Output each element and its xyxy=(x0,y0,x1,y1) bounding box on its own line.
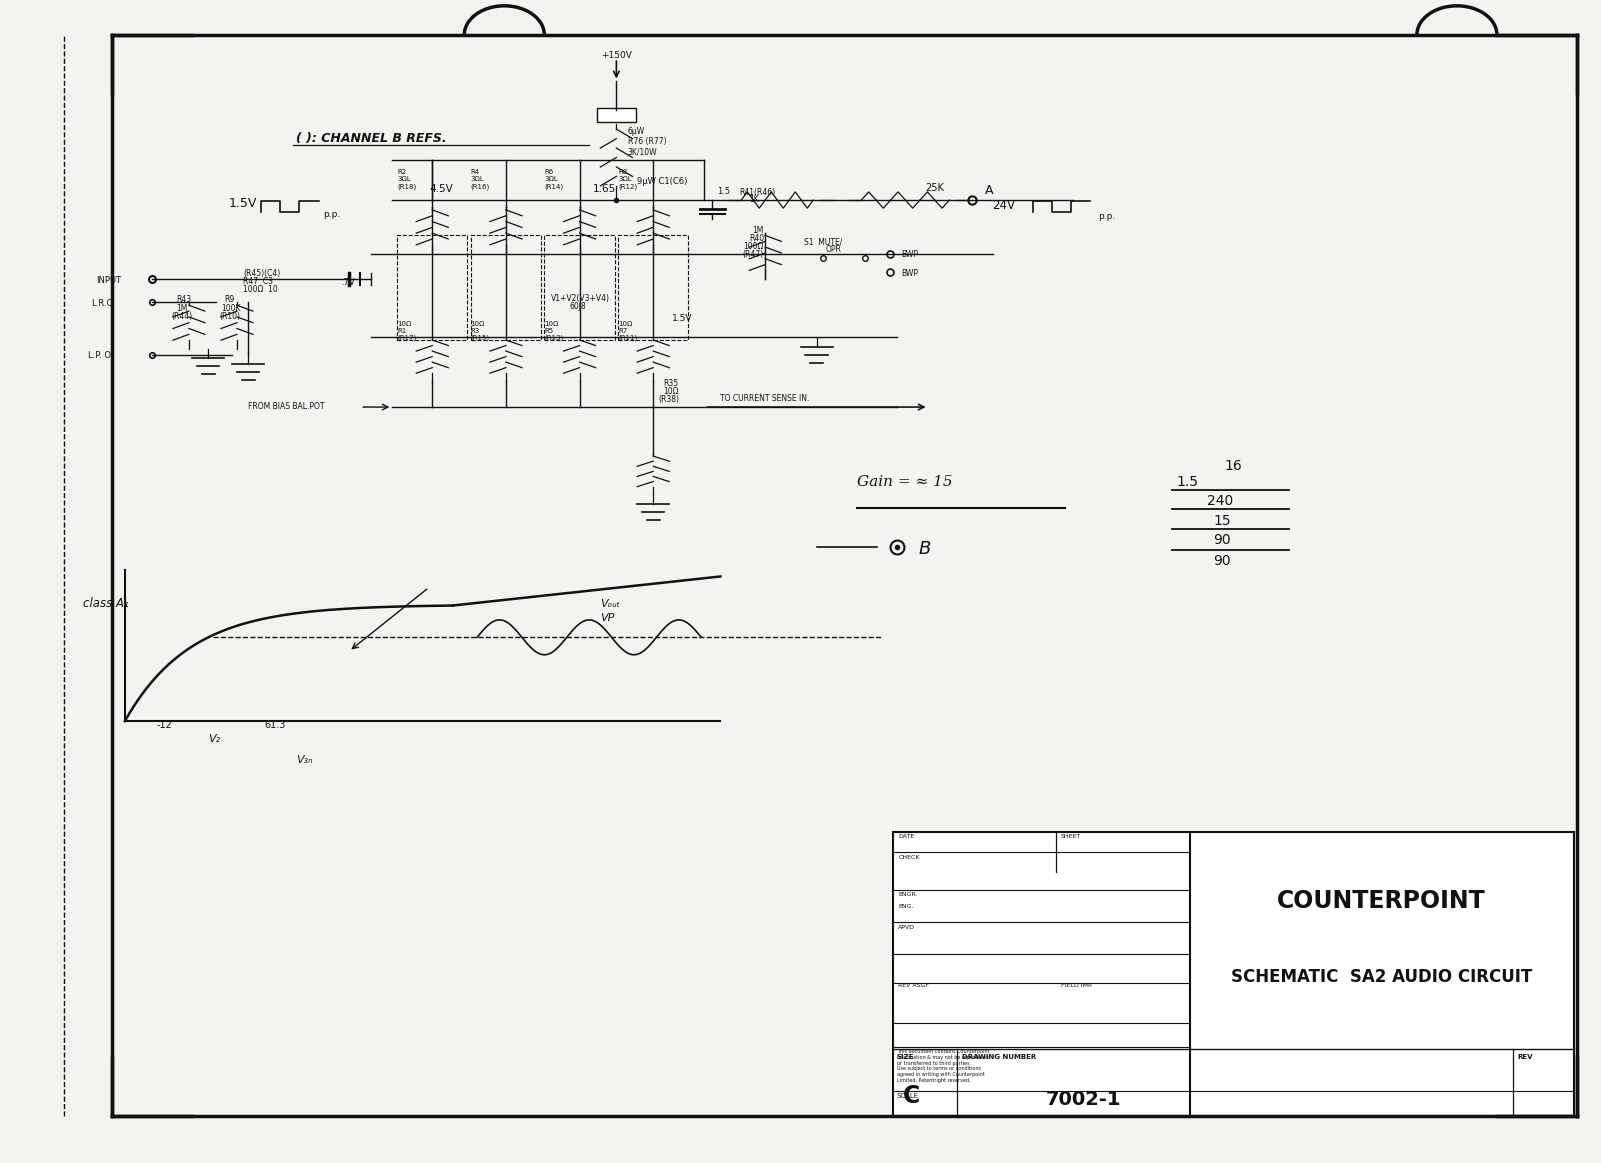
Text: class A₁: class A₁ xyxy=(83,597,130,611)
Text: REV ASGF: REV ASGF xyxy=(898,983,929,987)
Text: ( ): CHANNEL B REFS.: ( ): CHANNEL B REFS. xyxy=(296,131,447,145)
Text: V₂: V₂ xyxy=(208,734,221,744)
Text: 1.65: 1.65 xyxy=(592,184,616,194)
Text: 24V: 24V xyxy=(993,199,1015,213)
Text: A: A xyxy=(985,184,993,198)
Text: 25K: 25K xyxy=(925,183,945,193)
Text: 1K: 1K xyxy=(749,195,759,205)
Text: 10Ω
R3
(R15): 10Ω R3 (R15) xyxy=(471,321,490,341)
Text: R4
3ΩL
(R16): R4 3ΩL (R16) xyxy=(471,170,490,190)
Text: 15: 15 xyxy=(1214,514,1231,528)
Text: SCALE: SCALE xyxy=(897,1093,919,1099)
Text: SHEET: SHEET xyxy=(1061,834,1081,839)
Text: R47  C3: R47 C3 xyxy=(243,277,274,286)
Text: 240: 240 xyxy=(1207,494,1233,508)
Text: -12: -12 xyxy=(157,720,173,730)
Text: R2
3ΩL
(R18): R2 3ΩL (R18) xyxy=(397,170,416,190)
Text: 10Ω
R1
(R17): 10Ω R1 (R17) xyxy=(397,321,416,341)
Text: +150V: +150V xyxy=(600,51,632,60)
Text: (R44): (R44) xyxy=(171,312,192,321)
Text: 16: 16 xyxy=(1225,459,1242,473)
Text: DRAWING NUMBER: DRAWING NUMBER xyxy=(962,1054,1036,1059)
Text: TO CURRENT SENSE IN.: TO CURRENT SENSE IN. xyxy=(720,394,810,404)
Text: 7002-1: 7002-1 xyxy=(1045,1090,1121,1108)
Bar xyxy=(544,235,615,340)
Text: COUNTERPOINT: COUNTERPOINT xyxy=(1278,890,1486,913)
Text: V₃ₙ: V₃ₙ xyxy=(296,755,312,765)
Text: VP: VP xyxy=(600,613,615,623)
Text: 9μW C1(C6): 9μW C1(C6) xyxy=(637,177,687,186)
Text: ENGR.: ENGR. xyxy=(898,892,917,897)
Text: C: C xyxy=(903,1084,921,1108)
Text: ENG.: ENG. xyxy=(898,904,914,908)
Text: 90: 90 xyxy=(1214,555,1231,569)
Bar xyxy=(618,235,688,340)
Text: (R10): (R10) xyxy=(219,312,240,321)
Text: 60J8: 60J8 xyxy=(570,302,586,312)
Text: R40: R40 xyxy=(749,234,764,243)
Text: APVD: APVD xyxy=(898,925,916,929)
Text: p.p.: p.p. xyxy=(323,211,341,220)
Text: 6μW
R76 (R77)
3K/10W: 6μW R76 (R77) 3K/10W xyxy=(628,127,666,157)
Text: R9: R9 xyxy=(224,295,234,305)
Text: Gain = ≈ 15: Gain = ≈ 15 xyxy=(857,476,953,490)
Text: This document contains Counterpoint
information & may not be reproduced
or trans: This document contains Counterpoint info… xyxy=(897,1049,989,1083)
Text: (R47): (R47) xyxy=(743,250,764,259)
Text: L.P. O: L.P. O xyxy=(88,351,110,361)
Text: R8
3ΩL
(R12): R8 3ΩL (R12) xyxy=(618,170,637,190)
Text: 1M: 1M xyxy=(176,304,187,313)
Text: V1+V2(V3+V4): V1+V2(V3+V4) xyxy=(551,294,610,304)
Text: OPR: OPR xyxy=(826,245,842,255)
Text: 1.5: 1.5 xyxy=(1177,476,1199,490)
Text: BWP: BWP xyxy=(901,250,919,259)
Text: 10Ω
R5
(R13): 10Ω R5 (R13) xyxy=(544,321,564,341)
Text: (R38): (R38) xyxy=(658,395,679,405)
Text: 1.5: 1.5 xyxy=(717,187,730,197)
Text: 100Ω: 100Ω xyxy=(743,242,764,251)
Text: DATE: DATE xyxy=(898,834,914,839)
Text: .7V: .7V xyxy=(341,278,355,287)
Text: INPUT: INPUT xyxy=(96,276,122,285)
Text: 1.5V: 1.5V xyxy=(672,314,693,323)
Text: FROM BIAS BAL.POT: FROM BIAS BAL.POT xyxy=(248,402,325,412)
Text: 1M: 1M xyxy=(752,226,764,235)
Bar xyxy=(893,832,1574,1116)
Bar xyxy=(597,108,636,122)
Text: R41(R46): R41(R46) xyxy=(740,188,776,198)
Text: R43: R43 xyxy=(176,295,191,305)
Text: BWP: BWP xyxy=(901,269,919,278)
Text: CHECK: CHECK xyxy=(898,855,919,859)
Text: R35: R35 xyxy=(663,379,677,388)
Text: 10Ω: 10Ω xyxy=(663,387,679,397)
Text: 1.5V: 1.5V xyxy=(229,197,258,211)
Text: REV: REV xyxy=(1518,1054,1534,1059)
Text: SIZE: SIZE xyxy=(897,1054,914,1059)
Text: (R45)(C4): (R45)(C4) xyxy=(243,269,280,278)
Text: 100K: 100K xyxy=(221,304,240,313)
Text: SCHEMATIC  SA2 AUDIO CIRCUIT: SCHEMATIC SA2 AUDIO CIRCUIT xyxy=(1231,968,1532,986)
Text: R6
3ΩL
(R14): R6 3ΩL (R14) xyxy=(544,170,564,190)
Text: 10Ω
R7
(R11): 10Ω R7 (R11) xyxy=(618,321,637,341)
Text: p.p.: p.p. xyxy=(1098,212,1116,221)
Text: FIELD IMP.: FIELD IMP. xyxy=(1061,983,1093,987)
Bar xyxy=(397,235,467,340)
Text: 61.3: 61.3 xyxy=(264,720,285,730)
Text: Vₒᵤₜ: Vₒᵤₜ xyxy=(600,599,620,609)
Text: 100Ω  10: 100Ω 10 xyxy=(243,285,279,294)
Text: 4.5V: 4.5V xyxy=(429,184,453,194)
Text: S1  MUTE/: S1 MUTE/ xyxy=(804,237,842,247)
Text: B: B xyxy=(919,540,932,557)
Bar xyxy=(471,235,541,340)
Text: 90: 90 xyxy=(1214,534,1231,548)
Text: L.R.O: L.R.O xyxy=(91,299,114,308)
